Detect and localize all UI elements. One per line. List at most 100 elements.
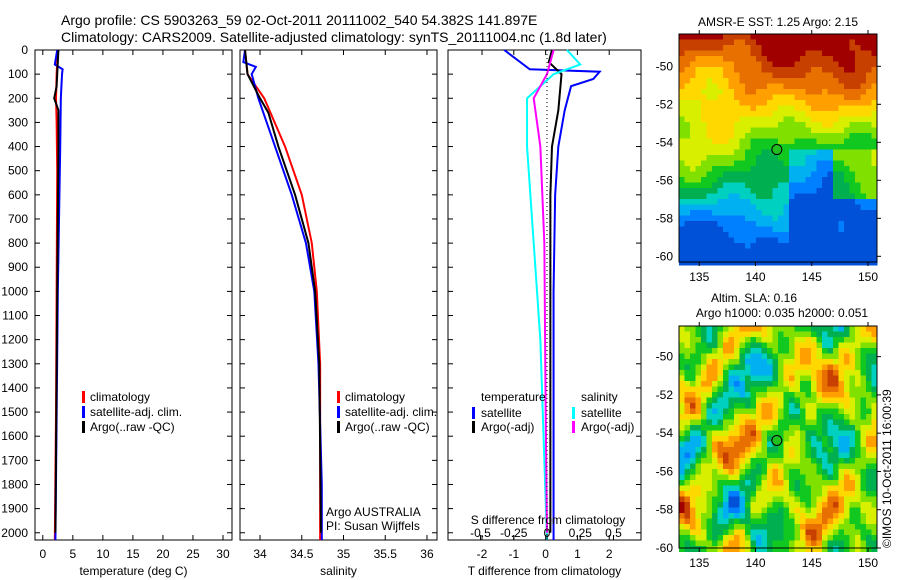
map-cell: [827, 116, 834, 123]
map-cell: [789, 122, 795, 128]
map-cell: [679, 386, 685, 393]
map-cell: [849, 463, 856, 470]
map-cell: [750, 458, 757, 464]
map-cell: [822, 226, 828, 233]
x-tick-label: 34.5: [290, 547, 314, 561]
map-cell: [844, 221, 850, 227]
map-cell: [756, 188, 762, 194]
map-cell: [783, 480, 790, 486]
map-cell: [855, 419, 861, 426]
map-cell: [789, 491, 795, 497]
map-cell: [717, 133, 724, 139]
map-cell: [827, 193, 834, 200]
map-cell: [750, 78, 757, 84]
map-cell: [827, 61, 834, 68]
map-cell: [717, 397, 724, 404]
map-cell: [789, 243, 795, 249]
map-cell: [827, 458, 834, 464]
map-cell: [745, 78, 751, 84]
map-cell: [695, 182, 702, 189]
map-cell: [860, 342, 867, 349]
map-cell: [805, 474, 812, 481]
map-cell: [794, 507, 801, 514]
map-cell: [695, 210, 702, 216]
map-cell: [844, 100, 850, 106]
map-cell: [833, 226, 839, 233]
map-cell: [811, 39, 817, 46]
map-cell: [717, 441, 724, 448]
map-cell: [805, 166, 812, 172]
map-cell: [712, 78, 718, 84]
annotation-text: PI: Susan Wijffels: [326, 519, 420, 533]
map-cell: [822, 518, 828, 525]
map-cell: [750, 138, 757, 145]
map-cell: [728, 111, 735, 117]
map-cell: [756, 507, 762, 514]
map-cell: [679, 546, 685, 552]
map-cell: [838, 226, 845, 233]
map-cell: [761, 177, 768, 183]
map-cell: [695, 480, 702, 486]
map-cell: [767, 524, 773, 530]
map-cell: [833, 331, 839, 338]
map-cell: [684, 67, 691, 73]
map-cell: [684, 502, 691, 508]
map-cell: [701, 474, 707, 481]
map-cell: [695, 491, 702, 497]
map-cell: [772, 61, 779, 68]
map-cell: [767, 144, 773, 150]
map-cell: [822, 480, 828, 486]
map-cell: [789, 364, 795, 371]
map-cell: [871, 375, 878, 382]
map-cell: [701, 524, 707, 530]
map-cell: [734, 89, 740, 95]
map-cell: [789, 353, 795, 360]
map-cell: [871, 199, 878, 205]
map-cell: [844, 215, 850, 222]
map-cell: [849, 226, 856, 233]
map-cell: [679, 39, 685, 46]
map-cell: [767, 359, 773, 365]
map-cell: [679, 480, 685, 486]
map-cell: [767, 237, 773, 244]
map-cell: [745, 226, 751, 233]
map-cell: [827, 342, 834, 349]
map-cell: [827, 254, 834, 260]
map-cell: [734, 116, 740, 123]
map-cell: [772, 524, 779, 530]
map-cell: [690, 94, 696, 101]
map-cell: [701, 381, 707, 387]
map-cell: [723, 155, 729, 161]
map-cell: [712, 221, 718, 227]
map-cell: [789, 237, 795, 244]
map-cell: [745, 232, 751, 238]
map-cell: [860, 199, 867, 205]
map-cell: [866, 122, 872, 128]
map-cell: [767, 474, 773, 481]
map-cell: [695, 39, 702, 46]
map-cell: [844, 381, 850, 387]
map-cell: [838, 364, 845, 371]
map-cell: [723, 507, 729, 514]
map-cell: [734, 436, 740, 442]
map-cell: [756, 248, 762, 255]
map-cell: [728, 45, 735, 51]
map-cell: [855, 364, 861, 371]
map-cell: [712, 50, 718, 57]
map-cell: [794, 326, 801, 332]
map-cell: [728, 480, 735, 486]
map-cell: [860, 474, 867, 481]
map-cell: [723, 397, 729, 404]
map-cell: [761, 469, 768, 475]
map-cell: [701, 430, 707, 437]
map-cell: [778, 326, 784, 332]
map-cell: [750, 89, 757, 95]
map-cell: [745, 127, 751, 134]
map-cell: [756, 348, 762, 354]
map-cell: [833, 458, 839, 464]
map-cell: [745, 513, 751, 519]
map-cell: [695, 166, 702, 172]
map-cell: [684, 232, 691, 238]
map-cell: [838, 199, 845, 205]
map-cell: [855, 166, 861, 172]
